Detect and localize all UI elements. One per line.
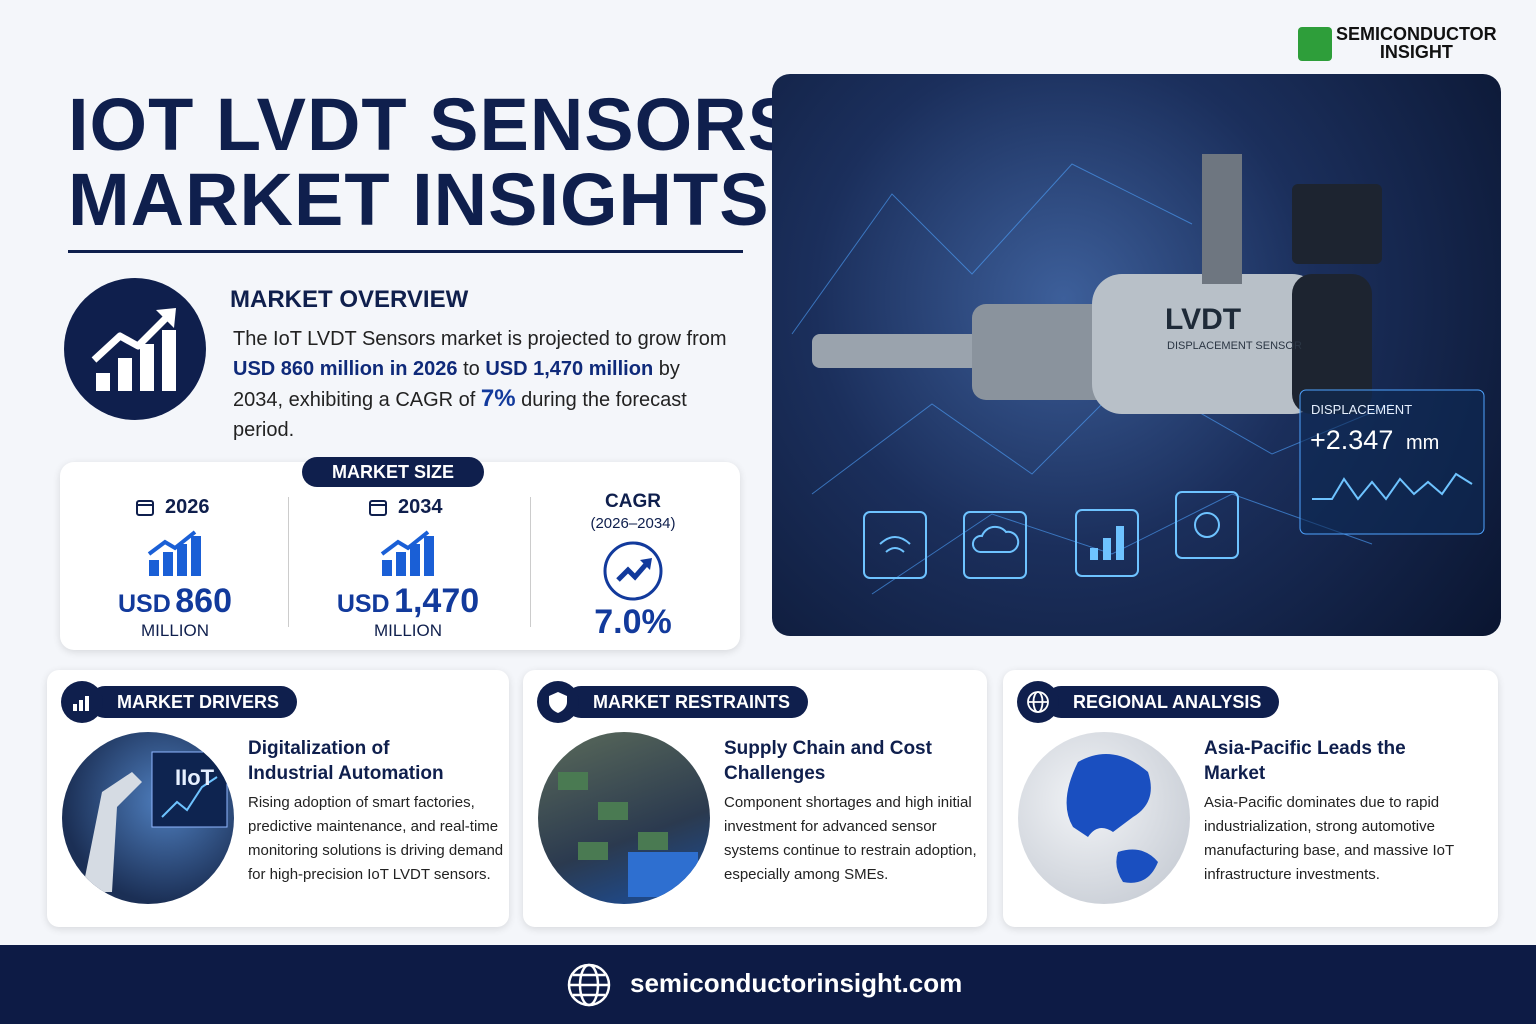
section-body: Rising adoption of smart factories, pred… bbox=[248, 794, 504, 883]
sensor-sub: DISPLACEMENT SENSOR bbox=[1167, 340, 1302, 352]
year: 2026 bbox=[165, 496, 210, 518]
section-photo bbox=[1018, 732, 1190, 904]
highlight: USD 860 million in 2026 bbox=[233, 358, 458, 380]
market-size-label: MARKET SIZE bbox=[302, 457, 484, 487]
hero-illustration: LVDT DISPLACEMENT SENSOR DISPLACEMENT +2… bbox=[791, 154, 1485, 595]
currency: USD bbox=[336, 590, 390, 618]
amount: USD 1,470 bbox=[288, 582, 528, 621]
text: The IoT LVDT Sensors market is projected… bbox=[233, 328, 727, 350]
title-line: IOT LVDT SENSORS bbox=[68, 83, 799, 166]
highlight: 7% bbox=[480, 385, 516, 412]
logo-text: SEMICONDUCTOR INSIGHT bbox=[1336, 25, 1497, 61]
section-icon bbox=[537, 681, 579, 723]
cagr-value: 7.0% bbox=[594, 603, 672, 641]
currency: USD bbox=[118, 590, 171, 618]
text: during the forecast period. bbox=[233, 389, 687, 441]
cagr-period: (2026–2034) bbox=[590, 515, 676, 532]
amount-value: 1,470 bbox=[394, 582, 480, 620]
section-heading: REGIONAL ANALYSIS bbox=[1045, 686, 1280, 718]
section-title sec-title: Asia-Pacific Leads the Market bbox=[1204, 738, 1406, 784]
calendar-icon bbox=[368, 497, 388, 522]
separator bbox=[288, 497, 289, 627]
logo-icon bbox=[1298, 27, 1332, 61]
unit: MILLION bbox=[373, 621, 443, 640]
section-icon bbox=[1017, 681, 1059, 723]
section-body: Component shortages and high initial inv… bbox=[724, 794, 977, 883]
globe-icon bbox=[567, 963, 611, 1007]
text: to bbox=[457, 358, 486, 380]
readout-label: DISPLACEMENT bbox=[1311, 402, 1412, 417]
overview-text: The IoT LVDT Sensors market is projected… bbox=[233, 324, 733, 445]
section-heading: MARKET DRIVERS bbox=[89, 686, 298, 718]
divider bbox=[68, 250, 743, 253]
readout-value: +2.347 bbox=[1310, 425, 1393, 455]
separator bbox=[530, 497, 531, 627]
section-body: Asia-Pacific dominates due to rapid indu… bbox=[1204, 794, 1454, 883]
section-title sec-title: Supply Chain and Cost Challenges bbox=[724, 738, 932, 784]
readout-unit: mm bbox=[1406, 432, 1439, 454]
highlight: USD 1,470 million bbox=[485, 358, 654, 380]
section-photo: IIoT bbox=[62, 732, 234, 904]
amount-value: 860 bbox=[175, 582, 232, 620]
logo-line: INSIGHT bbox=[1379, 42, 1453, 62]
amount: USD 860 bbox=[55, 582, 295, 621]
title-line: MARKET INSIGHTS bbox=[68, 158, 770, 241]
calendar-icon bbox=[135, 497, 155, 522]
section-heading: MARKET RESTRAINTS bbox=[565, 686, 808, 718]
section-icon bbox=[61, 681, 103, 723]
overview-icon bbox=[64, 278, 206, 420]
hero-image: LVDT DISPLACEMENT SENSOR DISPLACEMENT +2… bbox=[772, 74, 1501, 636]
image-text: IIoT bbox=[175, 765, 215, 790]
growth-icon bbox=[147, 530, 203, 581]
text: by 2034, exhibiting a CAGR of bbox=[233, 358, 680, 411]
footer-url[interactable]: semiconductorinsight.com bbox=[630, 968, 963, 998]
footer bbox=[0, 945, 1536, 1024]
growth-icon bbox=[380, 530, 436, 581]
cagr-label: CAGR bbox=[605, 491, 661, 512]
year: 2034 bbox=[398, 496, 443, 518]
unit: MILLION bbox=[140, 621, 210, 640]
section-photo bbox=[538, 732, 710, 904]
sensor-label: LVDT bbox=[1165, 303, 1241, 336]
logo-line: SEMICONDUCTOR bbox=[1336, 24, 1497, 44]
section-title sec-title: Digitalization of Industrial Automation bbox=[248, 738, 444, 784]
overview-heading: MARKET OVERVIEW bbox=[230, 286, 469, 313]
cagr-icon bbox=[603, 541, 663, 601]
